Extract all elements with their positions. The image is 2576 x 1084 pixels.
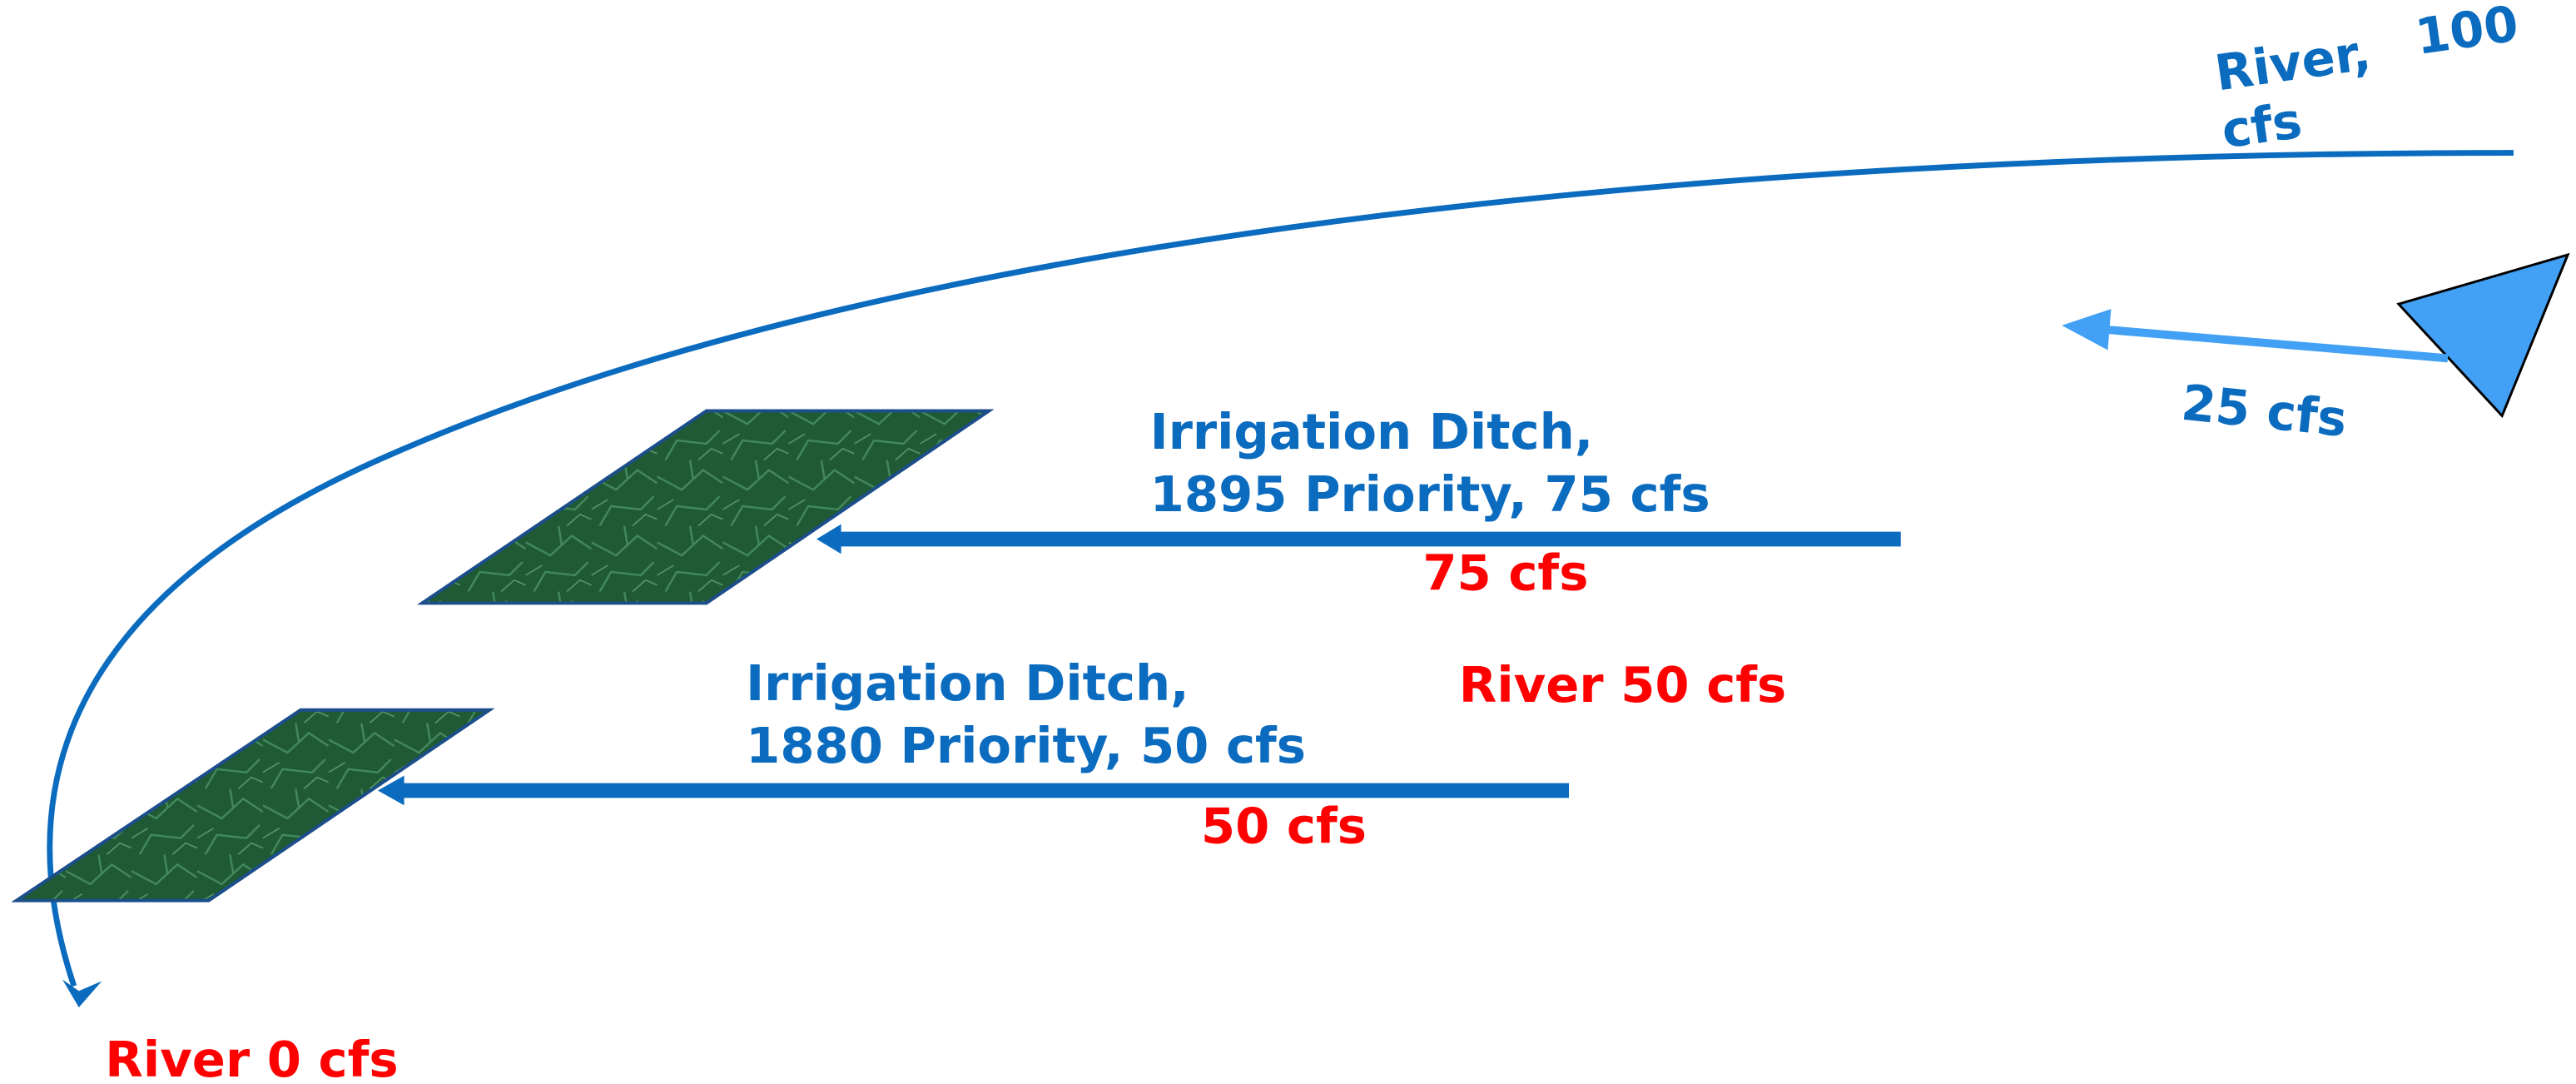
river-arrowhead	[62, 979, 102, 1007]
river-source-amount: 100	[2412, 0, 2522, 66]
ditch-flow: 50 cfs	[1201, 798, 1367, 855]
river-source-label: River,	[2211, 23, 2374, 102]
reservoir	[2399, 255, 2568, 415]
ditch-title: Irrigation Ditch,	[1150, 403, 1594, 460]
inflow-arrowhead	[2062, 309, 2111, 350]
ditch-title: Irrigation Ditch,	[746, 654, 1189, 712]
ditch-detail: 1880 Priority, 50 cfs	[746, 717, 1306, 774]
ditch-detail: 1895 Priority, 75 cfs	[1150, 465, 1710, 523]
inflow-label: 25 cfs	[2179, 374, 2350, 448]
page: {"river_source": {"line1": "River,", "am…	[0, 0, 2576, 1084]
inflow-arrow	[2095, 329, 2448, 359]
ditch-arrowhead	[816, 525, 841, 554]
field	[422, 410, 989, 603]
river-middle-label: River 50 cfs	[1459, 656, 1787, 714]
river-end-label: River 0 cfs	[105, 1031, 398, 1084]
ditch-flow: 75 cfs	[1422, 544, 1588, 602]
river	[50, 153, 2514, 987]
river-source-unit: cfs	[2218, 92, 2305, 160]
diagram: River, 100 cfs 25 cfs Irrigation Ditch, …	[0, 0, 2576, 1084]
field	[17, 710, 489, 901]
